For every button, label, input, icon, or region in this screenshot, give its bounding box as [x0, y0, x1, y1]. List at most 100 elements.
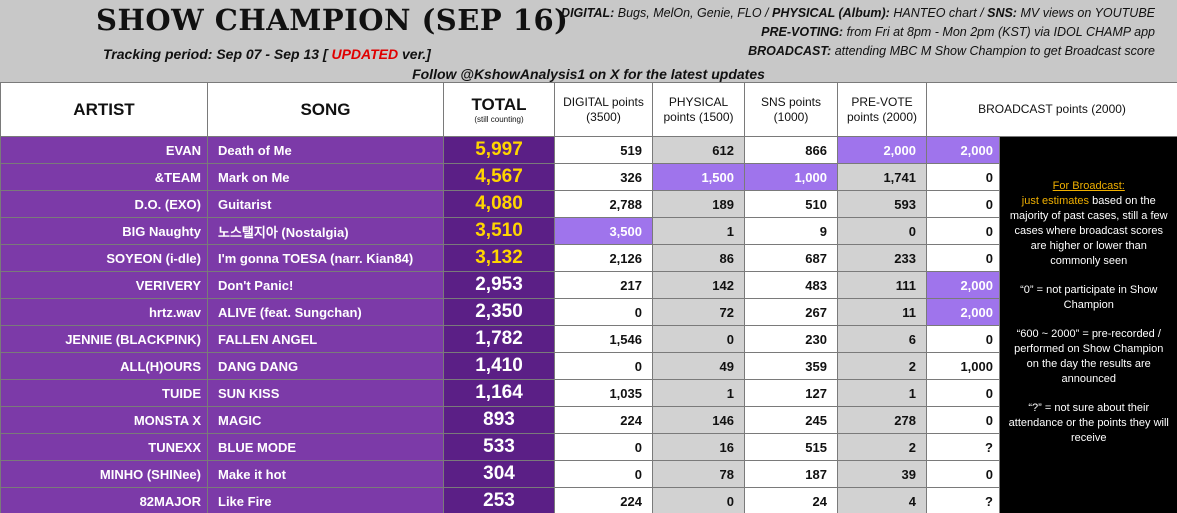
artist-cell: 82MAJOR — [0, 487, 208, 513]
artist-cell: EVAN — [0, 136, 208, 164]
digital-cell: 224 — [554, 487, 653, 513]
table-row: &TEAM Mark on Me 4,567 326 1,500 1,000 1,741 0 — [0, 163, 1177, 191]
sns-cell: 359 — [744, 352, 838, 380]
artist-cell: JENNIE (BLACKPINK) — [0, 325, 208, 353]
sns-cell: 127 — [744, 379, 838, 407]
broadcast-cell: 0 — [926, 325, 1000, 353]
broadcast-cell: ? — [926, 433, 1000, 461]
prevote-cell: 278 — [837, 406, 927, 434]
total-cell: 2,953 — [443, 271, 555, 299]
digital-cell: 0 — [554, 433, 653, 461]
prevote-cell: 39 — [837, 460, 927, 488]
total-cell: 1,410 — [443, 352, 555, 380]
artist-cell: MONSTA X — [0, 406, 208, 434]
broadcast-cell: 2,000 — [926, 298, 1000, 326]
broadcast-cell: 0 — [926, 244, 1000, 272]
note-text-sns: MV views on YOUTUBE — [1020, 6, 1155, 20]
digital-cell: 2,126 — [554, 244, 653, 272]
sns-cell: 24 — [744, 487, 838, 513]
scoring-note-prevoting: PRE-VOTING: from Fri at 8pm - Mon 2pm (K… — [761, 25, 1155, 39]
song-cell: Mark on Me — [207, 163, 444, 191]
broadcast-cell: 0 — [926, 406, 1000, 434]
total-cell: 533 — [443, 433, 555, 461]
physical-cell: 72 — [652, 298, 745, 326]
sns-cell: 245 — [744, 406, 838, 434]
digital-cell: 519 — [554, 136, 653, 164]
physical-cell: 86 — [652, 244, 745, 272]
column-header-sns: SNS points (1000) — [744, 82, 838, 137]
total-header-label: TOTAL — [471, 94, 527, 114]
column-header-total: TOTAL (still counting) — [443, 82, 555, 137]
digital-cell: 224 — [554, 406, 653, 434]
column-header-broadcast: BROADCAST points (2000) — [926, 82, 1177, 137]
broadcast-cell: 0 — [926, 163, 1000, 191]
prevote-cell: 2 — [837, 352, 927, 380]
note-label-sns: SNS: — [987, 6, 1017, 20]
note-label-physical: PHYSICAL (Album): — [772, 6, 890, 20]
sns-cell: 1,000 — [744, 163, 838, 191]
table-row: MONSTA X MAGIC 893 224 146 245 278 0 — [0, 406, 1177, 434]
broadcast-cell: 0 — [926, 379, 1000, 407]
header: SHOW CHAMPION (SEP 16) Tracking period: … — [0, 0, 1177, 82]
sns-cell: 483 — [744, 271, 838, 299]
song-cell: FALLEN ANGEL — [207, 325, 444, 353]
prevote-cell: 0 — [837, 217, 927, 245]
prevote-cell: 4 — [837, 487, 927, 513]
note-label-digital: DIGITAL: — [561, 6, 615, 20]
song-cell: Like Fire — [207, 487, 444, 513]
column-header-physical: PHYSICAL points (1500) — [652, 82, 745, 137]
total-cell: 3,132 — [443, 244, 555, 272]
scoring-note-sources: DIGITAL: Bugs, MelOn, Genie, FLO / PHYSI… — [561, 6, 1155, 20]
song-cell: Don't Panic! — [207, 271, 444, 299]
song-cell: Make it hot — [207, 460, 444, 488]
prevote-cell: 11 — [837, 298, 927, 326]
chart-table: ARTIST SONG TOTAL (still counting) DIGITA… — [0, 82, 1177, 513]
total-cell: 2,350 — [443, 298, 555, 326]
digital-cell: 0 — [554, 298, 653, 326]
sidenote-unknown: “?” = not sure about their attendance or… — [1008, 402, 1169, 444]
physical-cell: 0 — [652, 325, 745, 353]
song-cell: BLUE MODE — [207, 433, 444, 461]
page-title: SHOW CHAMPION (SEP 16) — [96, 3, 569, 37]
song-cell: 노스탤지아 (Nostalgia) — [207, 217, 444, 245]
digital-cell: 0 — [554, 352, 653, 380]
physical-cell: 49 — [652, 352, 745, 380]
physical-cell: 0 — [652, 487, 745, 513]
artist-cell: &TEAM — [0, 163, 208, 191]
table-row: TUNEXX BLUE MODE 533 0 16 515 2? — [0, 433, 1177, 461]
total-cell: 1,164 — [443, 379, 555, 407]
prevote-cell: 1 — [837, 379, 927, 407]
prevote-cell: 1,741 — [837, 163, 927, 191]
song-cell: ALIVE (feat. Sungchan) — [207, 298, 444, 326]
broadcast-cell: 2,000 — [926, 271, 1000, 299]
physical-cell: 189 — [652, 190, 745, 218]
artist-cell: TUNEXX — [0, 433, 208, 461]
note-text-digital: Bugs, MelOn, Genie, FLO / — [617, 6, 769, 20]
broadcast-cell: 1,000 — [926, 352, 1000, 380]
digital-cell: 1,035 — [554, 379, 653, 407]
table-row: TUIDE SUN KISS 1,164 1,035 1 127 1 0 — [0, 379, 1177, 407]
scoring-note-broadcast: BROADCAST: attending MBC M Show Champion… — [748, 44, 1155, 58]
note-text-broadcast: attending MBC M Show Champion to get Bro… — [834, 44, 1155, 58]
physical-cell: 16 — [652, 433, 745, 461]
sns-cell: 187 — [744, 460, 838, 488]
physical-cell: 1,500 — [652, 163, 745, 191]
digital-cell: 217 — [554, 271, 653, 299]
total-cell: 304 — [443, 460, 555, 488]
table-row: VERIVERY Don't Panic! 2,953 217 142 483 111 2,0… — [0, 271, 1177, 299]
column-header-song: SONG — [207, 82, 444, 137]
digital-cell: 3,500 — [554, 217, 653, 245]
sidenote-estimate-lead: just estimates — [1021, 195, 1090, 207]
sidenote-range: “600 ~ 2000” = pre-recorded / performed … — [1014, 328, 1164, 385]
tracking-period: Tracking period: Sep 07 - Sep 13 [ UPDAT… — [103, 46, 431, 62]
note-text-prevoting: from Fri at 8pm - Mon 2pm (KST) via IDOL… — [846, 25, 1155, 39]
tracking-prefix: Tracking period: Sep 07 - Sep 13 [ — [103, 46, 328, 62]
prevote-cell: 2,000 — [837, 136, 927, 164]
total-cell: 1,782 — [443, 325, 555, 353]
sidenote-estimate-rest: based on the majority of past cases, sti… — [1009, 195, 1168, 267]
note-text-physical: HANTEO chart / — [893, 6, 984, 20]
physical-cell: 612 — [652, 136, 745, 164]
digital-cell: 326 — [554, 163, 653, 191]
sns-cell: 866 — [744, 136, 838, 164]
artist-cell: D.O. (EXO) — [0, 190, 208, 218]
